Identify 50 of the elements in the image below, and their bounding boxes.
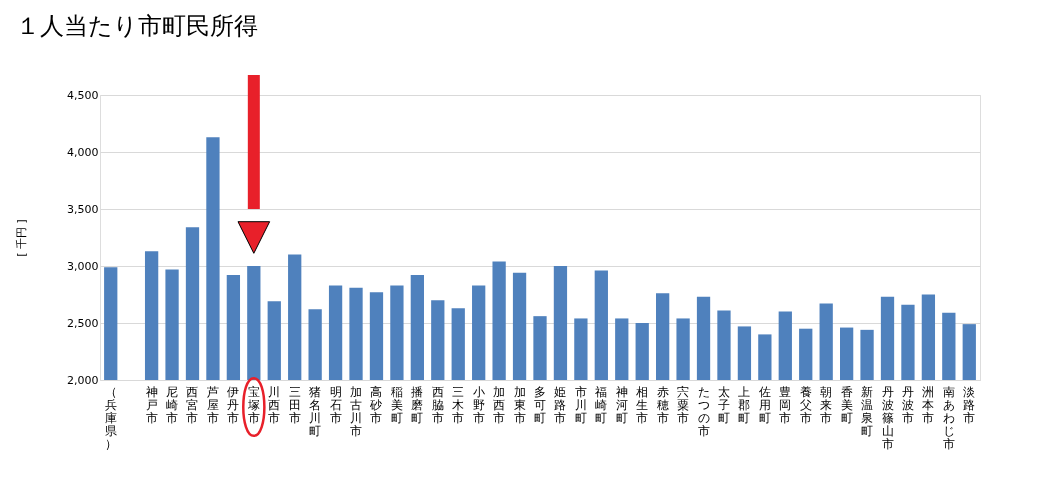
x-tick-label: 小野市 bbox=[472, 384, 485, 425]
x-tick-label: 市川町 bbox=[574, 384, 587, 425]
x-tick-label: 猪名川町 bbox=[309, 384, 322, 438]
x-tick-label: 川西市 bbox=[268, 384, 281, 425]
x-tick-label: 加古川市 bbox=[350, 384, 363, 438]
y-axis-title: [ 千円 ] bbox=[15, 219, 29, 257]
x-tick-label: 上郡町 bbox=[738, 384, 751, 425]
x-tick-label: 西脇市 bbox=[431, 384, 444, 425]
x-tick-label: 赤穂市 bbox=[656, 384, 669, 425]
y-tick-label: 4,000 bbox=[67, 145, 99, 159]
y-tick-label: 3,500 bbox=[67, 202, 99, 216]
x-tick-label: 相生市 bbox=[636, 384, 649, 425]
x-tick-label: 播磨町 bbox=[411, 384, 424, 425]
x-tick-label: 太子町 bbox=[717, 384, 730, 425]
x-tick-label: たつの市 bbox=[697, 384, 710, 438]
chart-title: １人当たり市町民所得 bbox=[15, 12, 258, 40]
x-tick-label: 神河町 bbox=[615, 384, 628, 425]
x-tick-label: 洲本市 bbox=[922, 384, 935, 425]
x-tick-label: 神戸市 bbox=[145, 384, 158, 425]
x-tick-label: 淡路市 bbox=[963, 384, 976, 425]
x-tick-label: 宍粟市 bbox=[677, 384, 690, 425]
x-tick-label: 西宮市 bbox=[186, 384, 199, 425]
x-tick-label: 南あわじ市 bbox=[942, 384, 955, 451]
x-tick-label: 加東市 bbox=[513, 384, 526, 425]
y-tick-label: 2,000 bbox=[67, 373, 99, 387]
x-tick-label: 尼崎市 bbox=[166, 384, 179, 425]
x-tick-label: 三田市 bbox=[288, 384, 301, 425]
x-tick-label: 多可町 bbox=[534, 384, 546, 425]
x-tick-label: （兵庫県） bbox=[104, 384, 117, 451]
x-tick-label: 佐用町 bbox=[758, 384, 771, 425]
x-tick-label: 稲美町 bbox=[390, 384, 403, 425]
x-tick-label: 丹波篠山市 bbox=[881, 384, 894, 451]
y-tick-label: 3,000 bbox=[67, 259, 99, 273]
x-tick-label: 養父市 bbox=[799, 384, 812, 425]
x-tick-label: 宝塚市 bbox=[246, 384, 260, 425]
x-tick-label: 伊丹市 bbox=[227, 384, 240, 425]
x-tick-label: 三木市 bbox=[452, 384, 465, 425]
x-tick-label: 明石市 bbox=[329, 384, 342, 425]
x-tick-label: 香美町 bbox=[840, 384, 853, 425]
y-tick-label: 4,500 bbox=[67, 88, 99, 102]
x-tick-label: 姫路市 bbox=[554, 384, 567, 425]
x-tick-label: 芦屋市 bbox=[206, 384, 219, 425]
x-tick-label: 高砂市 bbox=[369, 384, 383, 425]
x-tick-label: 新温泉町 bbox=[861, 384, 874, 438]
x-tick-label: 加西市 bbox=[493, 384, 506, 425]
x-tick-label: 福崎町 bbox=[595, 384, 608, 425]
x-tick-label: 朝来市 bbox=[820, 384, 833, 425]
x-tick-label: 丹波市 bbox=[901, 384, 914, 425]
x-tick-label: 豊岡市 bbox=[779, 384, 792, 425]
y-tick-label: 2,500 bbox=[67, 316, 99, 330]
